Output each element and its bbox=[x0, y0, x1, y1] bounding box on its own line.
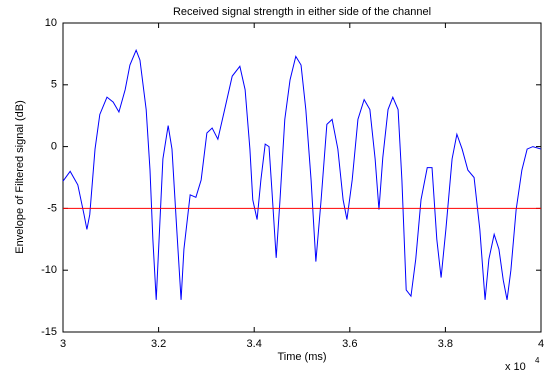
x-tick-label: 3 bbox=[60, 338, 66, 350]
y-tick-label: 10 bbox=[45, 17, 57, 29]
data-line bbox=[62, 48, 542, 300]
chart-title: Received signal strength in either side … bbox=[173, 6, 431, 18]
y-tick-label: 0 bbox=[51, 141, 57, 153]
x-tick-label: 4 bbox=[538, 338, 544, 350]
x-tick-label: 3.8 bbox=[438, 338, 453, 350]
x-multiplier-base: x 10 bbox=[505, 361, 526, 373]
y-tick-label: -10 bbox=[41, 264, 57, 276]
y-tick-label: 5 bbox=[51, 79, 57, 91]
x-multiplier-exponent: 4 bbox=[535, 356, 540, 365]
y-axis-label: Envelope of Filtered signal (dB) bbox=[14, 100, 26, 253]
x-tick-label: 3.2 bbox=[151, 338, 166, 350]
x-tick-label: 3.6 bbox=[342, 338, 357, 350]
plot-frame bbox=[62, 22, 542, 333]
y-tick-label: -5 bbox=[47, 202, 57, 214]
x-tick-label: 3.4 bbox=[247, 338, 262, 350]
y-tick-label: -15 bbox=[41, 326, 57, 338]
x-axis-label: Time (ms) bbox=[277, 351, 326, 363]
